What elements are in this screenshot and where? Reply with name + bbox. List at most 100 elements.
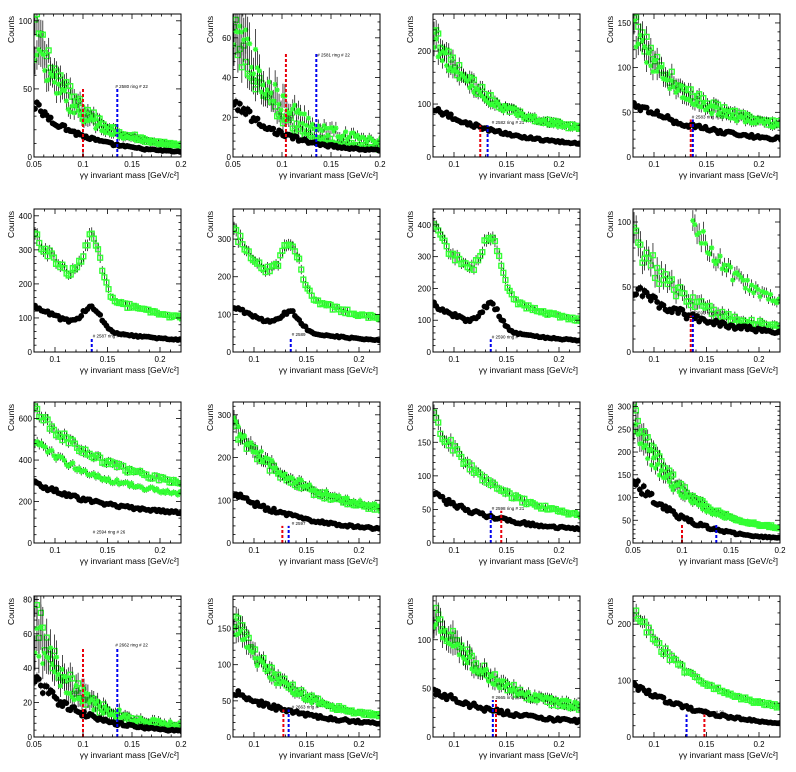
data-point	[241, 433, 248, 439]
series-green_star	[34, 436, 181, 498]
data-point	[76, 95, 84, 102]
data-point	[633, 402, 638, 406]
y-tick-label: 0	[427, 348, 432, 357]
data-point	[262, 91, 268, 97]
data-point	[713, 512, 719, 518]
data-point	[44, 654, 50, 660]
data-point	[696, 230, 702, 236]
data-point	[772, 123, 778, 129]
data-point	[464, 458, 471, 466]
data-point	[61, 122, 68, 129]
data-point	[296, 255, 303, 262]
data-point	[87, 699, 93, 706]
data-point	[703, 508, 710, 515]
data-point	[479, 669, 485, 676]
data-point	[719, 113, 725, 120]
data-point	[233, 419, 239, 425]
data-point	[635, 41, 641, 47]
data-point	[650, 444, 657, 451]
data-point	[301, 111, 308, 117]
data-point	[460, 73, 467, 79]
data-point	[692, 222, 698, 228]
data-point	[349, 708, 355, 714]
data-point	[668, 276, 675, 283]
data-point	[759, 118, 765, 124]
data-point	[378, 714, 380, 720]
y-tick-label: 0	[28, 153, 33, 162]
data-point	[151, 138, 158, 144]
data-point	[298, 690, 304, 696]
data-point	[660, 694, 667, 701]
data-point	[245, 36, 251, 42]
x-tick-label: 0.1	[448, 546, 460, 555]
data-point	[258, 89, 265, 95]
data-point	[154, 486, 160, 492]
data-point	[138, 715, 144, 721]
data-point	[116, 707, 122, 713]
data-point	[57, 454, 63, 460]
data-point	[302, 483, 309, 489]
y-tick-label: 60	[23, 630, 32, 639]
data-point	[102, 130, 109, 136]
x-tick-label: 0.1	[448, 160, 460, 169]
data-point	[321, 123, 327, 129]
data-point	[534, 698, 540, 704]
data-point	[540, 117, 546, 123]
data-point	[105, 286, 112, 293]
series-green_star	[633, 415, 780, 531]
series-black_dot	[34, 302, 181, 343]
data-point	[239, 29, 245, 35]
series-green_box	[233, 14, 380, 153]
x-tick-label: 0.2	[753, 355, 765, 364]
data-point	[662, 271, 669, 278]
data-point	[108, 479, 114, 485]
y-axis-title: Counts	[405, 404, 415, 431]
x-tick-label: 0.2	[753, 740, 765, 749]
data-point	[162, 490, 168, 496]
data-point	[360, 134, 366, 140]
y-axis-title: Counts	[605, 598, 615, 625]
data-point	[705, 506, 712, 513]
data-point	[641, 445, 647, 451]
y-tick-label: 200	[19, 280, 33, 289]
data-point	[656, 472, 663, 478]
data-point	[709, 245, 715, 251]
data-point	[635, 478, 641, 484]
data-point	[730, 277, 736, 283]
x-tick-label: 0.2	[553, 355, 565, 364]
data-point	[70, 460, 76, 466]
data-point	[753, 284, 759, 290]
data-point	[173, 722, 179, 728]
data-point	[449, 54, 457, 61]
data-point	[644, 59, 650, 66]
data-point	[648, 63, 654, 69]
data-point	[471, 89, 477, 95]
data-point	[40, 660, 46, 667]
data-point	[237, 628, 243, 634]
x-tick-label: 0.2	[553, 546, 565, 555]
data-point	[124, 480, 131, 486]
data-point	[378, 720, 380, 726]
data-point	[112, 714, 118, 720]
data-point	[692, 102, 698, 108]
y-tick-label: 0	[427, 733, 432, 742]
annotation: # 2597	[292, 521, 306, 526]
data-point	[33, 587, 38, 592]
data-point	[66, 463, 72, 469]
data-point	[574, 700, 580, 706]
data-point	[97, 254, 104, 261]
data-point	[291, 248, 299, 255]
y-tick-label: 100	[418, 316, 432, 325]
data-point	[343, 129, 349, 135]
plot-area	[633, 603, 780, 737]
data-point	[578, 718, 580, 725]
data-point	[103, 279, 110, 286]
data-point	[549, 695, 555, 701]
data-point	[95, 698, 101, 704]
x-tick-label: 0.2	[353, 546, 365, 555]
data-point	[649, 462, 655, 468]
data-point	[264, 87, 270, 93]
x-tick-label: 0.1	[248, 546, 260, 555]
data-point	[67, 83, 74, 90]
data-point	[164, 488, 170, 494]
